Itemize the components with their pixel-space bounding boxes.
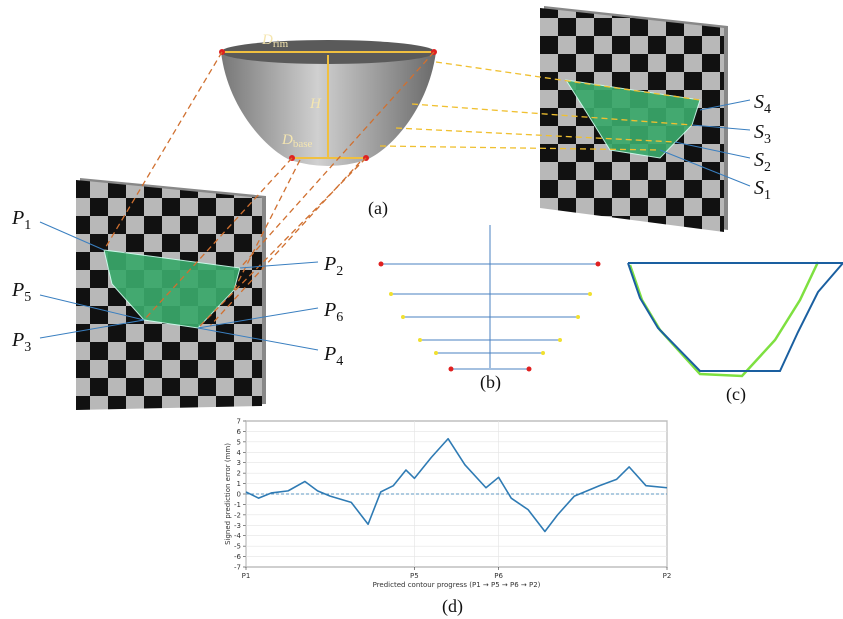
dimension-label: H xyxy=(309,96,322,112)
panel-label: (b) xyxy=(480,372,501,393)
y-tick-label: -3 xyxy=(234,522,241,530)
dimension-label: Drim xyxy=(261,32,289,50)
panel-label: (c) xyxy=(726,384,746,405)
left-board xyxy=(76,178,266,410)
y-tick-label: 5 xyxy=(237,438,241,446)
y-tick-label: -1 xyxy=(234,501,241,509)
y-axis-label: Signed prediction error (mm) xyxy=(224,443,232,545)
point-label: P3 xyxy=(11,329,31,355)
y-tick-label: -4 xyxy=(234,532,242,540)
y-tick-label: 4 xyxy=(237,449,242,457)
section-label: S1 xyxy=(754,177,771,203)
panel-label: (a) xyxy=(368,198,388,219)
contour-compare xyxy=(628,262,843,376)
y-tick-label: 2 xyxy=(237,470,241,478)
y-tick-label: 7 xyxy=(237,418,241,426)
section-label: S3 xyxy=(754,121,771,147)
x-tick-label: P6 xyxy=(494,572,503,580)
point-label: P5 xyxy=(11,279,31,305)
x-tick-label: P2 xyxy=(663,572,672,580)
y-tick-label: 6 xyxy=(237,428,242,436)
figure: (a) (b) (c) (d) Drim H Dbase P1 P2 P5 P6… xyxy=(0,0,843,619)
point-label: P1 xyxy=(11,207,31,233)
y-tick-label: -6 xyxy=(234,553,242,561)
x-tick-label: P1 xyxy=(242,572,251,580)
error-chart: -7 -6 -5 -4 -3 -2 -1 0 1 2 3 4 5 6 7 P1 P5 P6 P2 Signed pre… xyxy=(224,418,671,590)
sections-diagram xyxy=(379,225,601,372)
section-label: S4 xyxy=(754,91,771,117)
y-tick-label: 0 xyxy=(237,491,241,499)
y-tick-label: -2 xyxy=(234,511,241,519)
y-tick-label: -7 xyxy=(234,564,241,572)
point-label: P2 xyxy=(323,253,343,279)
bowl xyxy=(219,40,437,166)
y-tick-label: 1 xyxy=(237,480,241,488)
panel-label: (d) xyxy=(442,596,463,617)
y-tick-label: -5 xyxy=(234,543,241,551)
point-label: P4 xyxy=(323,343,343,369)
section-label: S2 xyxy=(754,149,771,175)
x-axis-label: Predicted contour progress (P1 → P5 → P6… xyxy=(373,581,541,589)
point-label: P6 xyxy=(323,299,343,325)
y-tick-label: 3 xyxy=(237,459,241,467)
right-board xyxy=(540,6,728,232)
x-tick-label: P5 xyxy=(410,572,419,580)
